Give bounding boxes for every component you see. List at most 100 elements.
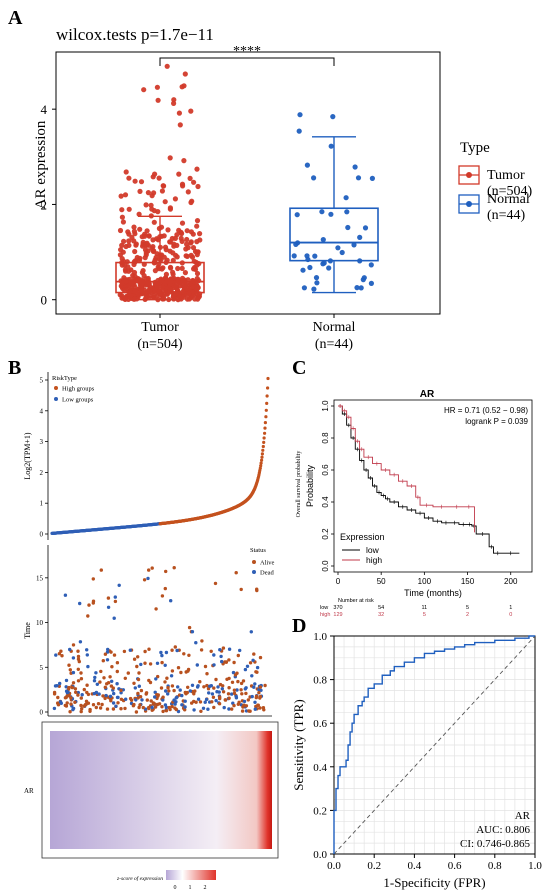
panel-a-legend-normal-text-line: Normal (487, 192, 530, 207)
panel-a-point (291, 253, 297, 259)
panel-b-mid-point (103, 652, 108, 656)
panel-a-point (141, 87, 147, 93)
panel-b-top-point (261, 448, 265, 452)
panel-a-point (187, 175, 193, 181)
panel-b-mid-point (63, 593, 68, 597)
panel-b-mid-point (79, 696, 84, 700)
panel-a-point (320, 237, 326, 243)
panel-b-mid-point (172, 566, 176, 570)
panel-b-mid-point (56, 695, 60, 700)
panel-a-point (122, 262, 128, 268)
panel-b-mid-point (79, 671, 83, 675)
panel-b-mid-point (250, 674, 254, 678)
panel-a-point (171, 97, 177, 103)
panel-b-mid-point (161, 698, 165, 702)
panel-b-mid-point (242, 699, 247, 704)
panel-b-colorbar-tick-label: 2 (204, 885, 207, 891)
panel-a-point (313, 275, 320, 281)
panel-b-mid-point (224, 660, 228, 664)
panel-d-ytick-label: 0.2 (313, 805, 327, 817)
panel-b-mid-point (123, 706, 127, 711)
panel-a-point (188, 108, 194, 114)
panel-b-top-point (261, 444, 265, 449)
panel-b-top-ylabel: Log2(TPM+1) (23, 432, 32, 480)
panel-b-mid-point (219, 654, 223, 659)
panel-a-point (319, 209, 325, 215)
panel-c-xtick-label: 200 (504, 577, 518, 586)
panel-a-point (175, 265, 181, 272)
panel-b-mid-point (116, 701, 120, 705)
panel-a-point (170, 269, 176, 275)
panel-d-ytick-label: 0.0 (313, 849, 327, 861)
panel-a-point (167, 155, 173, 161)
panel-b-mid-point (79, 703, 83, 708)
panel-a-point (300, 267, 306, 273)
panel-a-point (358, 285, 364, 291)
panel-b-mid-point (149, 699, 153, 703)
panel-a-point (179, 230, 185, 237)
panel-a-point (125, 229, 131, 235)
panel-b-top-point (263, 431, 267, 435)
panel-b-mid-point (144, 691, 149, 695)
panel-c-risk-value: 32 (378, 612, 384, 618)
panel-a-point (176, 171, 182, 177)
panel-a-point (162, 199, 168, 205)
panel-a-point (170, 257, 176, 263)
panel-c-legend-title: Expression (340, 532, 385, 542)
panel-b-mid-point (78, 601, 82, 606)
panel-c-risk-value: 2 (466, 612, 469, 618)
panel-b-heatmap-cells (50, 731, 272, 849)
panel-a-point (192, 296, 198, 302)
panel-b-mid-point (147, 647, 151, 651)
panel-d-xtick-label: 0.2 (367, 860, 381, 872)
panel-label-d: D (292, 615, 306, 637)
panel-b-mid-point (238, 648, 242, 653)
panel-b-colorbar-tick-label: 0 (174, 885, 177, 891)
panel-b-mid-point (164, 689, 168, 693)
panel-b-mid-point (204, 697, 209, 702)
panel-a-point (351, 242, 357, 248)
panel-a-point (307, 264, 313, 271)
panel-b-mid-point (236, 702, 240, 706)
panel-b-mid-point (80, 693, 84, 697)
panel-b-mid-point (221, 690, 226, 694)
panel-b-mid-point (111, 701, 116, 705)
panel-b-mid-point (63, 703, 67, 708)
panel-c-ytick-label: 0.4 (321, 496, 330, 508)
panel-a-point (182, 270, 188, 276)
panel-b-mid-point (76, 649, 80, 653)
panel-b-colorbar-title: z-score of expression (116, 875, 163, 882)
panel-b-mid-point (124, 697, 128, 701)
panel-b-mid-point (136, 677, 141, 682)
panel-b-mid-point (231, 670, 236, 675)
panel-b-mid-point (64, 685, 68, 689)
panel-a-point (121, 238, 127, 244)
panel-a-point (314, 280, 320, 286)
panel-b-colorbar (166, 870, 216, 880)
panel-a-point (167, 264, 174, 270)
panel-a-point (368, 280, 374, 286)
panel-a-point (194, 239, 200, 245)
panel-b-mid-point (154, 677, 158, 681)
panel-b-mid-point (163, 680, 167, 684)
panel-d-xtick-label: 0.8 (488, 860, 502, 872)
panel-b-mid-point (183, 708, 187, 712)
panel-b-mid-point (82, 687, 87, 692)
panel-b-top-point (262, 436, 266, 440)
panel-a-point (301, 285, 307, 291)
panel-b-mid-point (69, 702, 73, 706)
panel-d-ytick-label: 0.6 (313, 718, 327, 730)
panel-b-mid-point (253, 700, 257, 704)
panel-b-mid-point (202, 685, 206, 689)
panel-b-mid-point (194, 641, 198, 645)
panel-b-mid-point (167, 705, 171, 710)
panel-a-legend-tumor-text-line: Tumor (487, 168, 525, 183)
panel-a-ytick-label: 4 (41, 102, 48, 117)
panel-b-mid-point (212, 653, 216, 657)
panel-b-mid-point (218, 682, 223, 687)
panel-a-point (188, 252, 194, 258)
panel-b-mid-point (102, 676, 106, 680)
panel-b-mid-point (182, 652, 186, 656)
panel-a-point (165, 227, 171, 233)
